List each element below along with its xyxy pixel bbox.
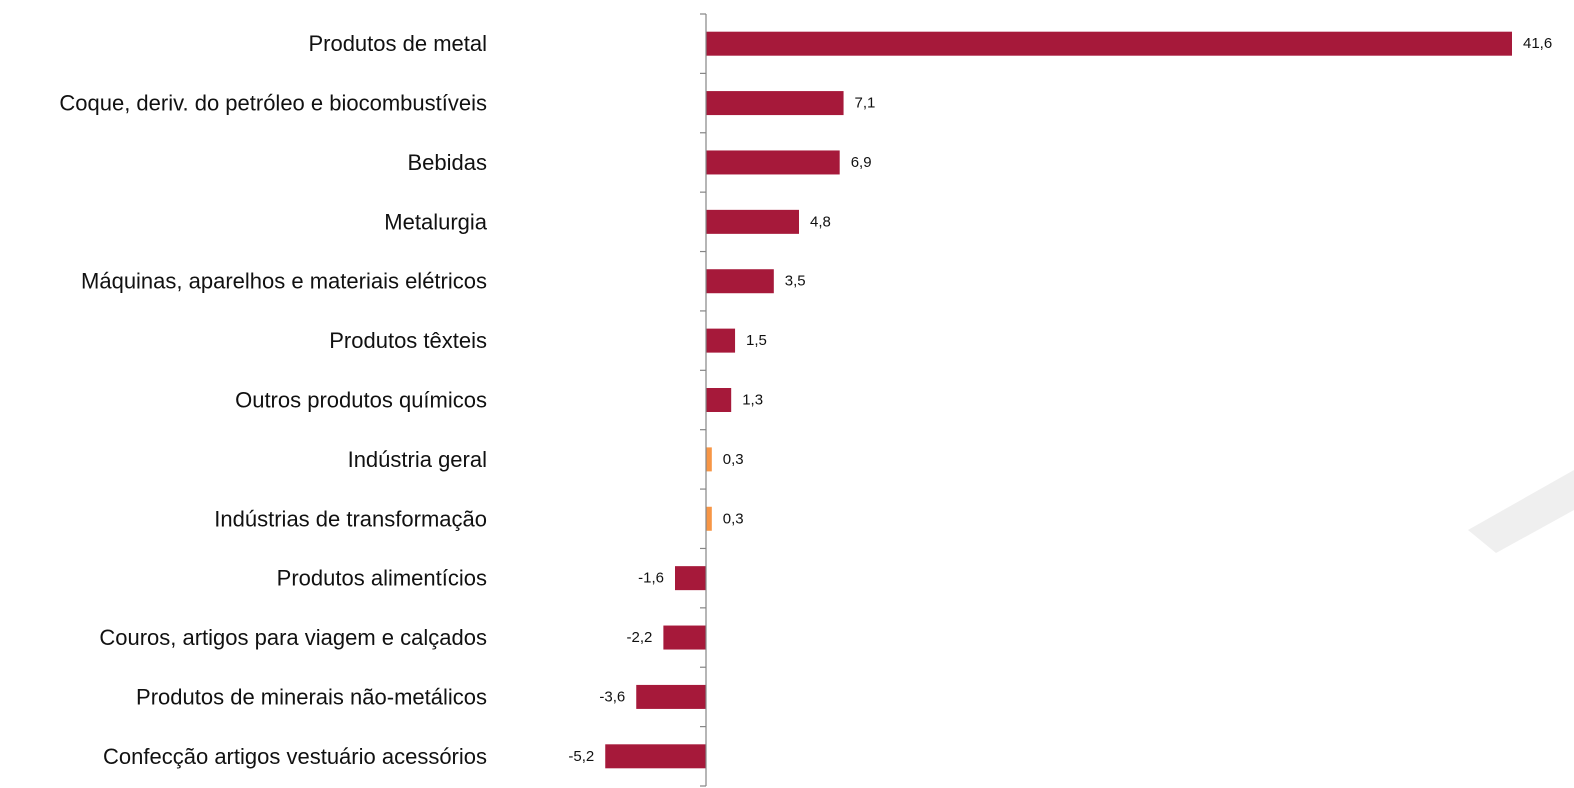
bar	[636, 684, 706, 709]
data-label: 7,1	[855, 95, 876, 112]
bar	[605, 744, 706, 769]
category-label: Couros, artigos para viagem e calçados	[99, 625, 487, 650]
data-label: -1,6	[638, 570, 664, 587]
category-label: Produtos têxteis	[329, 328, 487, 353]
category-label: Produtos de metal	[308, 31, 487, 56]
category-label: Indústria geral	[348, 447, 487, 472]
category-label: Bebidas	[407, 150, 487, 175]
bar	[706, 506, 712, 531]
category-label: Coque, deriv. do petróleo e biocombustív…	[59, 91, 487, 116]
bar	[706, 269, 774, 294]
category-label: Produtos alimentícios	[277, 566, 487, 591]
bar	[706, 31, 1512, 56]
category-labels: Produtos de metal Coque, deriv. do petról…	[59, 31, 487, 769]
data-label: 4,8	[810, 213, 831, 230]
category-label: Produtos de minerais não-metálicos	[136, 684, 487, 709]
data-label: -2,2	[627, 629, 653, 646]
category-label: Outros produtos químicos	[235, 388, 487, 413]
bar	[706, 91, 844, 116]
bar	[706, 209, 799, 234]
data-label: 0,3	[723, 510, 744, 527]
category-label: Máquinas, aparelhos e materiais elétrico…	[81, 269, 487, 294]
watermark-stripe	[1468, 470, 1574, 553]
bar	[663, 625, 707, 650]
data-label: 1,3	[742, 392, 763, 409]
category-label: Confecção artigos vestuário acessórios	[103, 744, 487, 769]
category-label: Indústrias de transformação	[214, 506, 487, 531]
category-label: Metalurgia	[384, 209, 487, 234]
category-axis	[700, 13, 707, 787]
data-label: 0,3	[723, 451, 744, 468]
data-label: -3,6	[599, 688, 625, 705]
bar	[706, 447, 712, 472]
bar	[706, 328, 736, 353]
bar	[706, 388, 732, 412]
data-label: -5,2	[568, 748, 594, 765]
bar	[706, 150, 840, 175]
bar	[675, 566, 706, 591]
value-labels: 41,6 7,1 6,9 4,8 3,5 1,5 1,3 0,3 0,3 -1,6 -2,2 -3,6…	[568, 35, 1552, 765]
data-label: 1,5	[746, 332, 767, 349]
data-label: 6,9	[851, 154, 872, 171]
bars	[605, 31, 1512, 769]
data-label: 3,5	[785, 273, 806, 290]
data-label: 41,6	[1523, 35, 1552, 52]
